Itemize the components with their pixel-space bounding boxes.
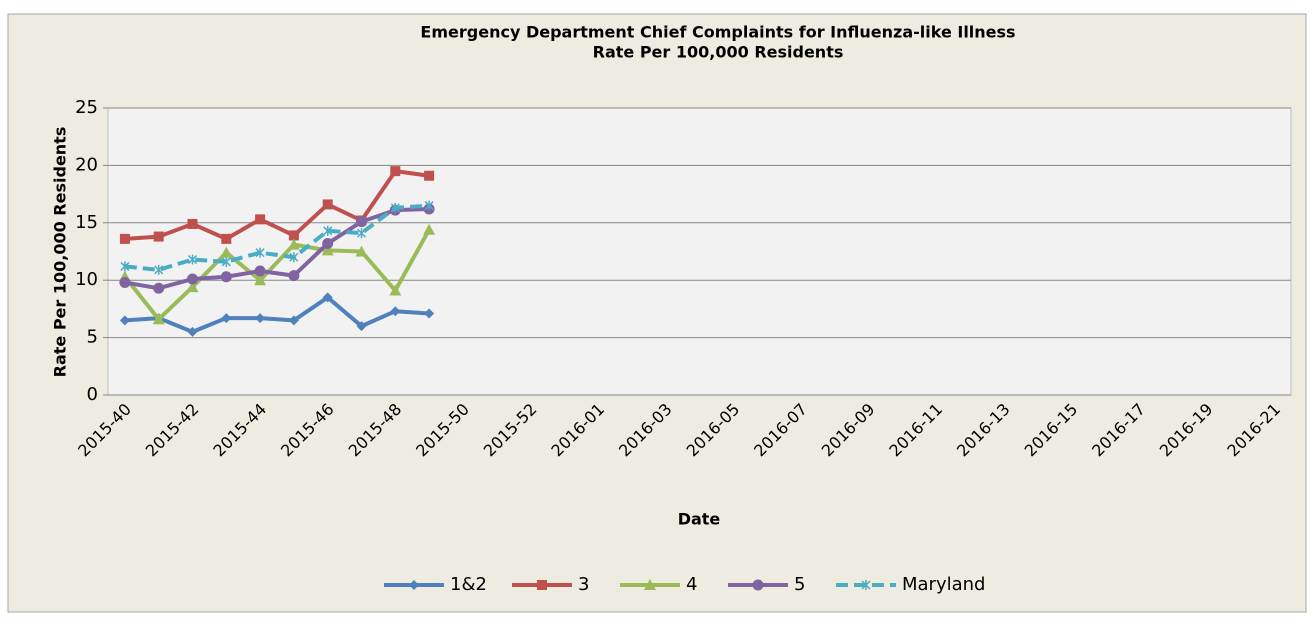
marker [423,223,436,235]
legend-label: 3 [578,574,589,595]
marker [644,579,656,590]
series-line [123,228,431,322]
marker [153,282,165,294]
chart-subtitle: Rate Per 100,000 Residents [593,43,844,62]
marker [409,580,419,590]
marker [322,292,333,303]
marker [254,274,267,286]
series-line [124,169,430,241]
marker [187,254,198,265]
marker [356,321,367,332]
marker [220,246,233,258]
marker [288,270,300,282]
marker [255,247,265,258]
marker [186,281,199,293]
marker [119,315,130,326]
marker [288,230,299,241]
marker [390,166,401,177]
series-line [124,207,430,291]
marker [119,276,131,288]
marker [752,579,764,591]
y-tick-label: 0 [87,384,98,405]
marker [323,225,333,236]
marker [187,273,198,285]
marker [355,245,368,257]
marker [356,228,367,239]
marker [221,313,232,324]
marker [356,216,367,228]
marker [220,271,232,283]
x-axis-label: Date [678,510,721,529]
marker [187,218,198,229]
legend-label: 1&2 [450,574,487,595]
marker [187,326,198,337]
marker [254,265,266,277]
y-axis-label: Rate Per 100,000 Residents [51,127,70,378]
y-tick-label: 5 [87,327,98,348]
marker [120,261,130,272]
marker [390,202,400,213]
marker [255,214,266,225]
y-tick-label: 10 [75,269,98,290]
y-tick-label: 25 [75,97,98,118]
marker [424,170,435,181]
marker [289,252,299,263]
marker [221,233,232,244]
plot-area [107,107,1292,396]
marker [424,308,435,319]
legend-label: 5 [794,574,805,595]
marker [389,284,402,296]
legend-label: Maryland [902,574,985,595]
marker [221,256,231,267]
marker [390,306,401,317]
series-line [124,203,430,272]
marker [152,313,165,325]
marker [287,238,300,250]
y-tick-label: 15 [75,212,98,233]
chart-title: Emergency Department Chief Complaints fo… [420,23,1015,42]
marker [255,313,266,324]
marker [153,231,164,242]
marker [322,199,333,210]
y-tick-label: 20 [75,154,98,175]
marker [119,233,130,244]
series-line [124,295,430,334]
marker [321,244,334,256]
marker [288,315,299,326]
marker [322,237,334,249]
marker [537,580,547,590]
marker [424,200,434,211]
marker [154,264,164,275]
marker [861,580,871,590]
legend-label: 4 [686,574,697,595]
